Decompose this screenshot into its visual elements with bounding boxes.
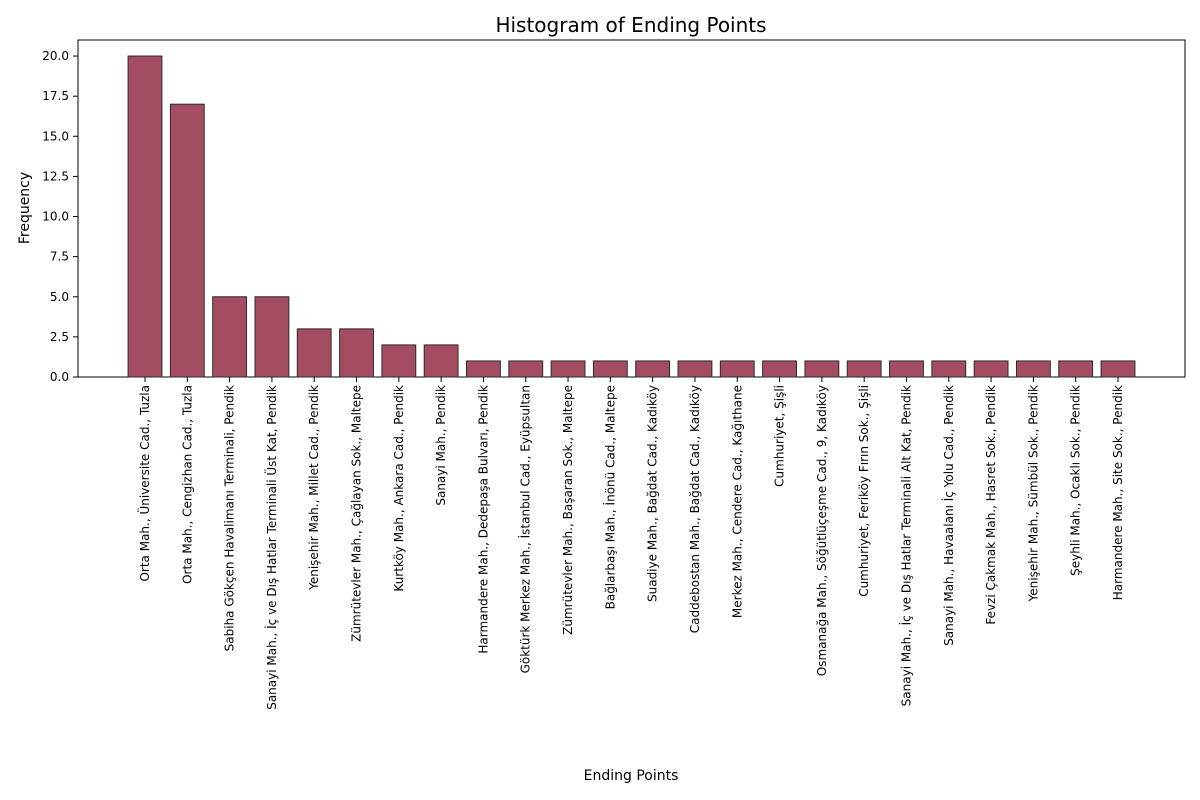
x-tick-label: Harmandere Mah., Site Sok., Pendik xyxy=(1111,385,1125,600)
bar xyxy=(931,360,967,378)
y-tick-label: 10.0 xyxy=(42,210,69,224)
x-tick-label: Harmandere Mah., Dedepaşa Bulvarı, Pendi… xyxy=(476,385,490,654)
y-axis-label: Frequency xyxy=(17,172,33,244)
x-axis: Orta Mah., Üniversite Cad., Tuzla Orta Ma… xyxy=(136,377,1125,710)
x-tick-label: Sanayi Mah., İç ve Dış Hatlar Terminali … xyxy=(898,385,913,706)
bar xyxy=(846,360,882,378)
x-tick-label: Yenişehir Mah., Sümbül Sok., Pendik xyxy=(1026,385,1040,603)
x-tick-label: Göktürk Merkez Mah., İstanbul Cad., Eyüp… xyxy=(518,385,533,673)
bar xyxy=(550,360,586,378)
x-tick-label: Bağlarbaşı Mah., İnönü Cad., Maltepe xyxy=(602,385,617,609)
bar xyxy=(804,360,840,378)
bar xyxy=(677,360,713,378)
y-tick-label: 5.0 xyxy=(50,290,69,304)
y-tick-label: 17.5 xyxy=(42,89,69,103)
bar xyxy=(1058,360,1094,378)
bars-layer xyxy=(127,55,1136,378)
bar xyxy=(762,360,797,378)
y-tick-label: 15.0 xyxy=(42,129,69,143)
bar xyxy=(719,360,755,378)
plot-area xyxy=(77,39,1186,378)
x-tick-label: Orta Mah., Cengizhan Cad., Tuzla xyxy=(180,385,194,584)
bar xyxy=(1015,360,1051,378)
bar xyxy=(973,360,1009,378)
y-tick-label: 2.5 xyxy=(50,330,69,344)
x-tick-label: Kurtköy Mah., Ankara Cad., Pendik xyxy=(392,385,406,592)
bar xyxy=(339,328,374,378)
x-tick-label: Sanayi Mah., Pendik xyxy=(434,385,448,506)
bar xyxy=(381,344,417,378)
x-tick-label: Cumhuriyet, Feriköy Fırın Sok., Şişli xyxy=(857,385,871,597)
x-tick-label: Yenişehir Mah., Millet Cad., Pendik xyxy=(307,385,321,591)
x-tick-label: Zümrütevler Mah., Başaran Sok., Maltepe xyxy=(561,385,575,635)
x-tick-label: Orta Mah., Üniversite Cad., Tuzla xyxy=(136,385,152,582)
x-tick-label: Merkez Mah., Cendere Cad., Kağıthane xyxy=(730,385,744,618)
x-tick-label: Sabiha Gökçen Havalimanı Terminali, Pend… xyxy=(223,385,237,651)
bar xyxy=(169,103,205,378)
x-tick-label: Sanayi Mah., İç ve Dış Hatlar Terminali … xyxy=(263,385,279,710)
bar xyxy=(635,360,671,378)
bar xyxy=(127,55,163,378)
plot-frame xyxy=(77,39,1186,378)
x-tick-label: Fevzi Çakmak Mah., Hasret Sok., Pendik xyxy=(984,385,998,625)
x-axis-label: Ending Points xyxy=(584,768,679,784)
x-tick-label: Cumhuriyet, Şişli xyxy=(773,385,787,487)
y-tick-label: 12.5 xyxy=(42,169,69,183)
chart-title: Histogram of Ending Points xyxy=(495,13,766,37)
bar xyxy=(889,360,924,378)
bar xyxy=(1100,360,1136,378)
bar xyxy=(423,344,459,378)
bar xyxy=(296,328,332,378)
x-tick-label: Suadiye Mah., Bağdat Cad., Kadıköy xyxy=(646,385,660,602)
x-tick-label: Şeyhli Mah., Ocaklı Sok., Pendik xyxy=(1069,385,1083,576)
x-tick-label: Sanayi Mah., Havaalanı İç Yolu Cad., Pen… xyxy=(941,385,956,646)
x-tick-label: Caddebostan Mah., Bağdat Cad., Kadıköy xyxy=(688,385,702,633)
x-tick-label: Osmanağa Mah., Söğütlüçeşme Cad., 9, Kad… xyxy=(815,385,829,676)
y-axis: 0.0 2.5 5.0 7.5 10.0 12.5 15.0 17.5 20.0 xyxy=(42,49,78,384)
x-tick-label: Zümrütevler Mah., Çağlayan Sok., Maltepe xyxy=(350,385,364,642)
bar xyxy=(466,360,501,378)
bar xyxy=(254,296,290,378)
bar xyxy=(592,360,628,378)
bar xyxy=(212,296,248,378)
y-tick-label: 7.5 xyxy=(50,250,69,264)
y-tick-label: 20.0 xyxy=(42,49,69,63)
bar xyxy=(508,360,544,378)
y-tick-label: 0.0 xyxy=(50,370,69,384)
